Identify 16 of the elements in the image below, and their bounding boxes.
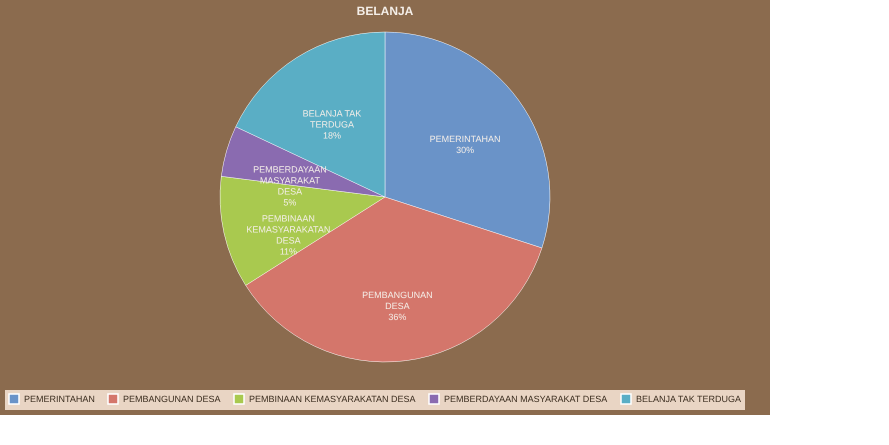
data-label: 5% — [283, 197, 296, 208]
chart-title: BELANJA — [356, 4, 414, 18]
slice-label: PEMBINAAN KEMASYARAKATAN DESA — [246, 214, 330, 246]
data-label: 30% — [456, 144, 474, 155]
legend-label: PEMBINAAN KEMASYARAKATAN DESA — [249, 394, 416, 404]
slice-label: PEMERINTAHAN — [430, 134, 501, 144]
slice-label: PEMBANGUNAN DESA — [362, 290, 433, 312]
data-label: 36% — [388, 312, 406, 322]
legend-label: BELANJA TAK TERDUGA — [636, 394, 742, 404]
legend-label: PEMBERDAYAAN MASYARAKAT DESA — [444, 394, 608, 404]
legend-label: PEMERINTAHAN — [24, 394, 95, 404]
slice-label: BELANJA TAK TERDUGA — [302, 108, 362, 130]
slice-label: PEMBERDAYAAN MASYARAKAT DESA — [253, 164, 327, 196]
data-label: 18% — [322, 130, 341, 140]
legend-label: PEMBANGUNAN DESA — [123, 394, 221, 404]
data-label: 11% — [280, 246, 298, 257]
